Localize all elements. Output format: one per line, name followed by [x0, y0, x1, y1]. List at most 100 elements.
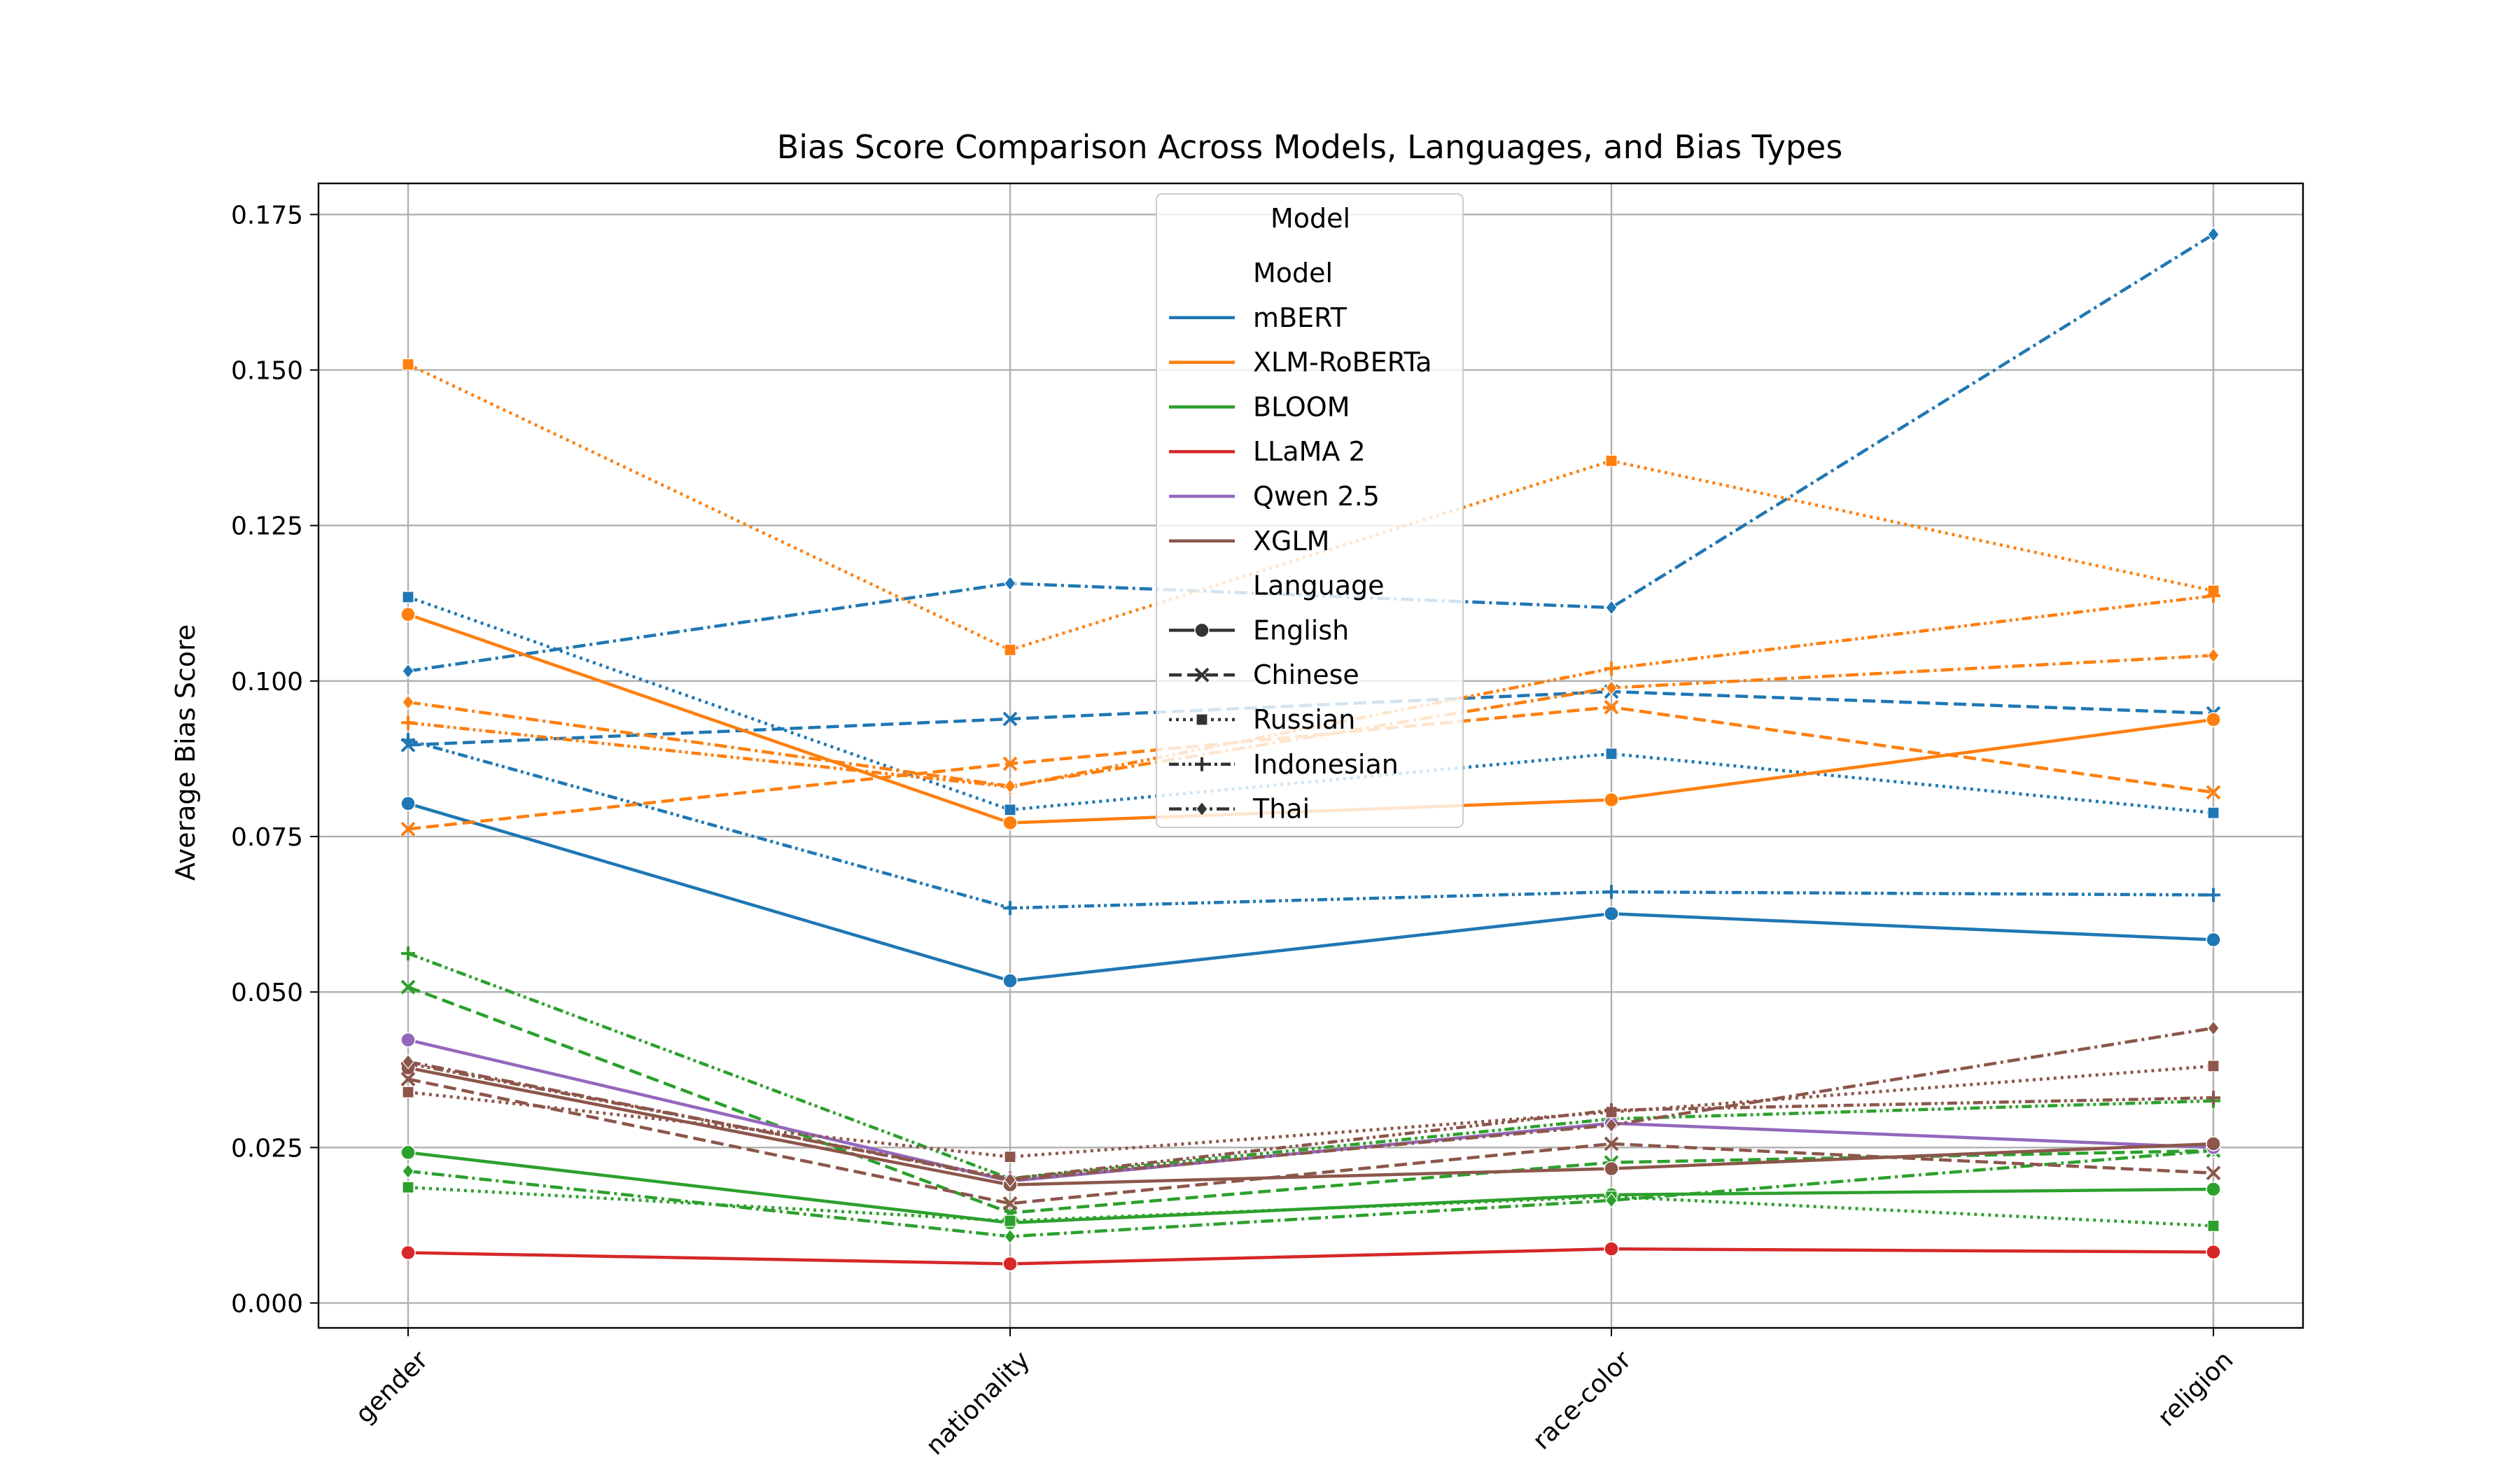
legend-entry-model: mBERT: [1253, 302, 1348, 333]
series-line: [407, 1247, 2214, 1266]
data-point: [402, 1086, 414, 1098]
data-point: [1002, 756, 1018, 771]
x-tick-label: gender: [350, 1345, 433, 1429]
data-point: [400, 607, 416, 622]
y-tick-label: 0.150: [231, 357, 303, 386]
data-point: [402, 694, 414, 710]
y-tick-label: 0.125: [231, 512, 303, 541]
series-line: [407, 705, 2214, 831]
x-tick-label: religion: [2152, 1345, 2239, 1432]
data-point: [1605, 748, 1618, 760]
data-point: [2206, 932, 2221, 948]
legend: Model Model mBERT XLM-RoBERTa BLOOM LLaMA 2 Qw…: [1156, 193, 1464, 828]
y-axis-title: Average Bias Score: [170, 624, 201, 881]
data-point: [1605, 1192, 1618, 1208]
data-point: [1004, 1172, 1016, 1188]
legend-entry-language: Indonesian: [1253, 749, 1399, 780]
data-point: [1002, 1196, 1018, 1211]
data-point: [400, 1144, 416, 1161]
legend-entry-model: LLaMA 2: [1253, 436, 1366, 467]
data-point: [400, 1032, 416, 1048]
series-bloom-russian: [402, 1181, 2220, 1232]
series-llama-2-english: [400, 1241, 2221, 1272]
data-point: [1004, 1151, 1016, 1163]
data-point: [1604, 906, 1619, 921]
series-mbert-indonesian: [401, 733, 2220, 916]
series-bloom-indonesian: [401, 946, 2220, 1186]
data-point: [401, 733, 415, 748]
data-point: [2206, 785, 2221, 800]
legend-entry-language: Russian: [1253, 704, 1355, 735]
data-point: [1604, 699, 1619, 715]
legend-title: Model: [1270, 203, 1350, 234]
y-tick-label: 0.075: [231, 823, 303, 852]
series-line: [407, 1077, 2214, 1205]
data-point: [1604, 1241, 1619, 1256]
legend-model-header: Model: [1253, 258, 1333, 288]
chart-title: Bias Score Comparison Across Models, Lan…: [777, 128, 1843, 166]
data-point: [1604, 1102, 1618, 1117]
data-point: [400, 979, 416, 995]
data-point: [402, 591, 414, 603]
data-point: [402, 663, 414, 679]
data-point: [402, 1163, 414, 1180]
data-point: [2207, 1219, 2220, 1232]
series-line: [407, 802, 2214, 983]
series-mbert-english: [400, 796, 2221, 988]
data-point: [1004, 1214, 1016, 1227]
x-tick-label: race-color: [1527, 1345, 1637, 1455]
series-line: [407, 985, 2214, 1214]
series-line: [407, 1064, 2214, 1158]
data-point: [1605, 454, 1618, 467]
series-line: [407, 1066, 2214, 1186]
data-point: [400, 821, 416, 836]
data-point: [1604, 885, 1618, 899]
data-point: [1004, 804, 1016, 816]
series-qwen-2-5-english: [400, 1032, 2221, 1189]
data-point: [2207, 1060, 2220, 1072]
data-point: [2207, 1020, 2220, 1036]
data-point: [1004, 575, 1016, 592]
data-point: [2206, 712, 2221, 727]
series-line: [407, 1062, 2214, 1180]
series-line: [407, 1149, 2214, 1238]
data-point: [402, 1054, 414, 1070]
legend-marker: [1196, 713, 1208, 726]
legend-entry-language: Thai: [1252, 794, 1310, 825]
data-point: [1605, 600, 1618, 615]
data-point: [2206, 1166, 2221, 1181]
legend-marker: [1194, 667, 1210, 682]
data-point: [1004, 643, 1016, 657]
plot-frame: [317, 182, 2304, 1329]
series-line: [407, 1151, 2214, 1225]
data-point: [1605, 1117, 1618, 1133]
data-point: [1604, 1161, 1619, 1177]
y-tick-label: 0.100: [231, 668, 303, 696]
data-point: [1604, 662, 1618, 676]
data-point: [400, 1072, 416, 1086]
legend-entry-model: XLM-RoBERTa: [1253, 347, 1432, 378]
y-tick-label: 0.050: [231, 979, 303, 1007]
data-point: [1002, 973, 1018, 988]
data-point: [400, 1245, 416, 1261]
series-line: [407, 738, 2214, 910]
legend-entry-language: English: [1253, 615, 1349, 645]
data-point: [2206, 1182, 2221, 1197]
legend-entry-model: XGLM: [1253, 526, 1329, 556]
legend-language-header: Language: [1253, 570, 1385, 601]
data-point: [2206, 1091, 2220, 1105]
data-point: [1003, 901, 1017, 916]
series-line: [407, 951, 2214, 1180]
data-point: [2206, 1244, 2221, 1260]
x-tick-label: nationality: [920, 1345, 1035, 1460]
legend-box: [1156, 193, 1464, 828]
data-point: [2206, 589, 2220, 603]
data-point: [2206, 888, 2220, 902]
y-tick-label: 0.025: [231, 1134, 303, 1163]
y-tick-label: 0.175: [231, 201, 303, 230]
data-point: [1004, 1228, 1016, 1245]
legend-marker: [1195, 757, 1209, 771]
data-point: [1604, 792, 1619, 808]
data-point: [1002, 1256, 1018, 1272]
